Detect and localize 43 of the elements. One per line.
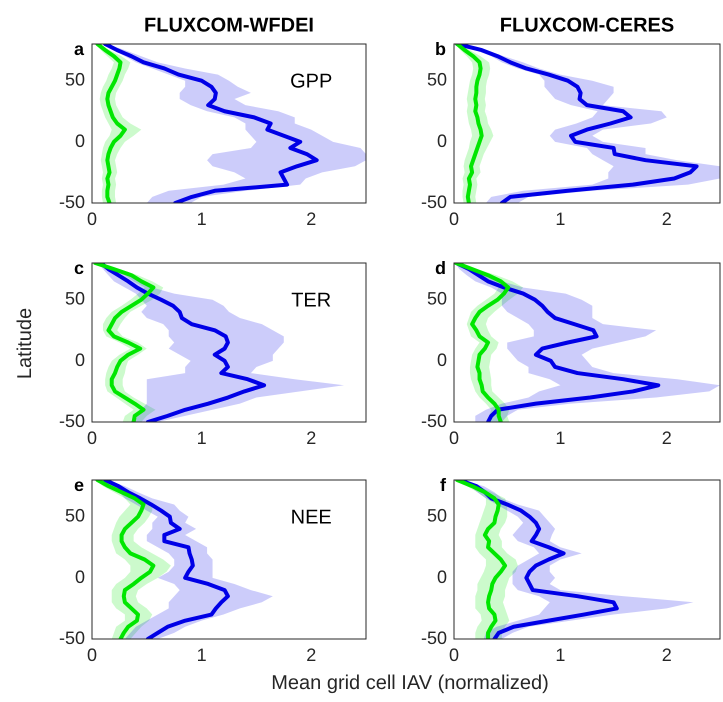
x-tick-label: 1 bbox=[555, 644, 566, 665]
y-tick-label: 50 bbox=[64, 70, 85, 90]
x-tick-label: 1 bbox=[196, 644, 207, 665]
y-tick-label: 0 bbox=[74, 566, 85, 587]
annotation: TER bbox=[291, 290, 332, 312]
y-axis-title: Latitude bbox=[14, 307, 38, 379]
y-tick-label: 50 bbox=[426, 506, 447, 526]
chart-title: FLUXCOM-WFDEI bbox=[144, 14, 314, 37]
y-tick-label: -50 bbox=[420, 410, 447, 431]
y-tick-label: 0 bbox=[436, 566, 447, 587]
y-tick-label: -50 bbox=[420, 628, 447, 648]
y-tick-label: 0 bbox=[436, 350, 447, 370]
x-axis-title: Mean grid cell IAV (normalized) bbox=[270, 672, 550, 695]
text: a bbox=[74, 38, 85, 59]
text: c bbox=[74, 258, 84, 278]
x-tick-label: 1 bbox=[555, 428, 566, 448]
x-tick-label: 1 bbox=[196, 428, 207, 448]
y-tick-label: -50 bbox=[420, 192, 447, 212]
y-tick-label: -50 bbox=[58, 192, 85, 212]
y-tick-label: 50 bbox=[426, 70, 447, 90]
y-tick-label: 50 bbox=[426, 288, 447, 309]
x-tick-label: 2 bbox=[306, 644, 316, 665]
annotation: GPP bbox=[290, 70, 332, 93]
text: e bbox=[74, 474, 84, 495]
x-tick-label: 2 bbox=[662, 208, 672, 229]
y-tick-label: 0 bbox=[74, 130, 85, 151]
text: d bbox=[435, 258, 446, 278]
x-tick-label: 1 bbox=[196, 208, 207, 229]
y-tick-label: 0 bbox=[436, 130, 447, 151]
y-tick-label: 0 bbox=[74, 350, 85, 370]
y-tick-label: 50 bbox=[64, 506, 85, 526]
text: b bbox=[435, 38, 446, 59]
annotation: NEE bbox=[290, 506, 332, 529]
x-tick-label: 2 bbox=[662, 428, 672, 448]
x-tick-label: 2 bbox=[662, 644, 672, 665]
chart-title: FLUXCOM-CERES bbox=[500, 14, 674, 37]
x-tick-label: 1 bbox=[555, 208, 566, 229]
text: f bbox=[440, 474, 447, 495]
y-tick-label: -50 bbox=[58, 410, 85, 431]
y-tick-label: -50 bbox=[58, 628, 85, 648]
x-tick-label: 2 bbox=[306, 428, 316, 448]
x-tick-label: 2 bbox=[306, 208, 316, 229]
y-tick-label: 50 bbox=[64, 288, 85, 309]
